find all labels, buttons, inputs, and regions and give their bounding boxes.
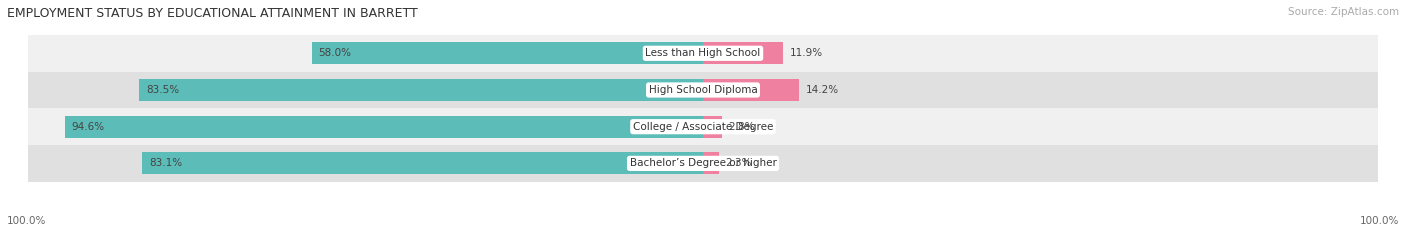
Text: 83.5%: 83.5% [146, 85, 180, 95]
Text: 94.6%: 94.6% [72, 122, 104, 132]
Bar [703, 79, 799, 101]
Text: 100.0%: 100.0% [1360, 216, 1399, 226]
Bar [28, 145, 1378, 182]
Bar [139, 79, 703, 101]
Text: High School Diploma: High School Diploma [648, 85, 758, 95]
Bar [703, 152, 718, 175]
Bar [312, 42, 703, 64]
Text: Source: ZipAtlas.com: Source: ZipAtlas.com [1288, 7, 1399, 17]
Text: 100.0%: 100.0% [7, 216, 46, 226]
Text: 2.8%: 2.8% [728, 122, 755, 132]
Bar [142, 152, 703, 175]
Text: 11.9%: 11.9% [790, 48, 823, 58]
Text: College / Associate Degree: College / Associate Degree [633, 122, 773, 132]
Text: 2.3%: 2.3% [725, 158, 752, 168]
Text: 58.0%: 58.0% [318, 48, 352, 58]
Bar [28, 108, 1378, 145]
Text: 14.2%: 14.2% [806, 85, 839, 95]
Bar [65, 116, 703, 138]
Bar [703, 42, 783, 64]
Bar [703, 116, 721, 138]
Text: EMPLOYMENT STATUS BY EDUCATIONAL ATTAINMENT IN BARRETT: EMPLOYMENT STATUS BY EDUCATIONAL ATTAINM… [7, 7, 418, 20]
Text: Less than High School: Less than High School [645, 48, 761, 58]
Text: Bachelor’s Degree or higher: Bachelor’s Degree or higher [630, 158, 776, 168]
Bar [28, 35, 1378, 72]
Bar [28, 72, 1378, 108]
Text: 83.1%: 83.1% [149, 158, 181, 168]
